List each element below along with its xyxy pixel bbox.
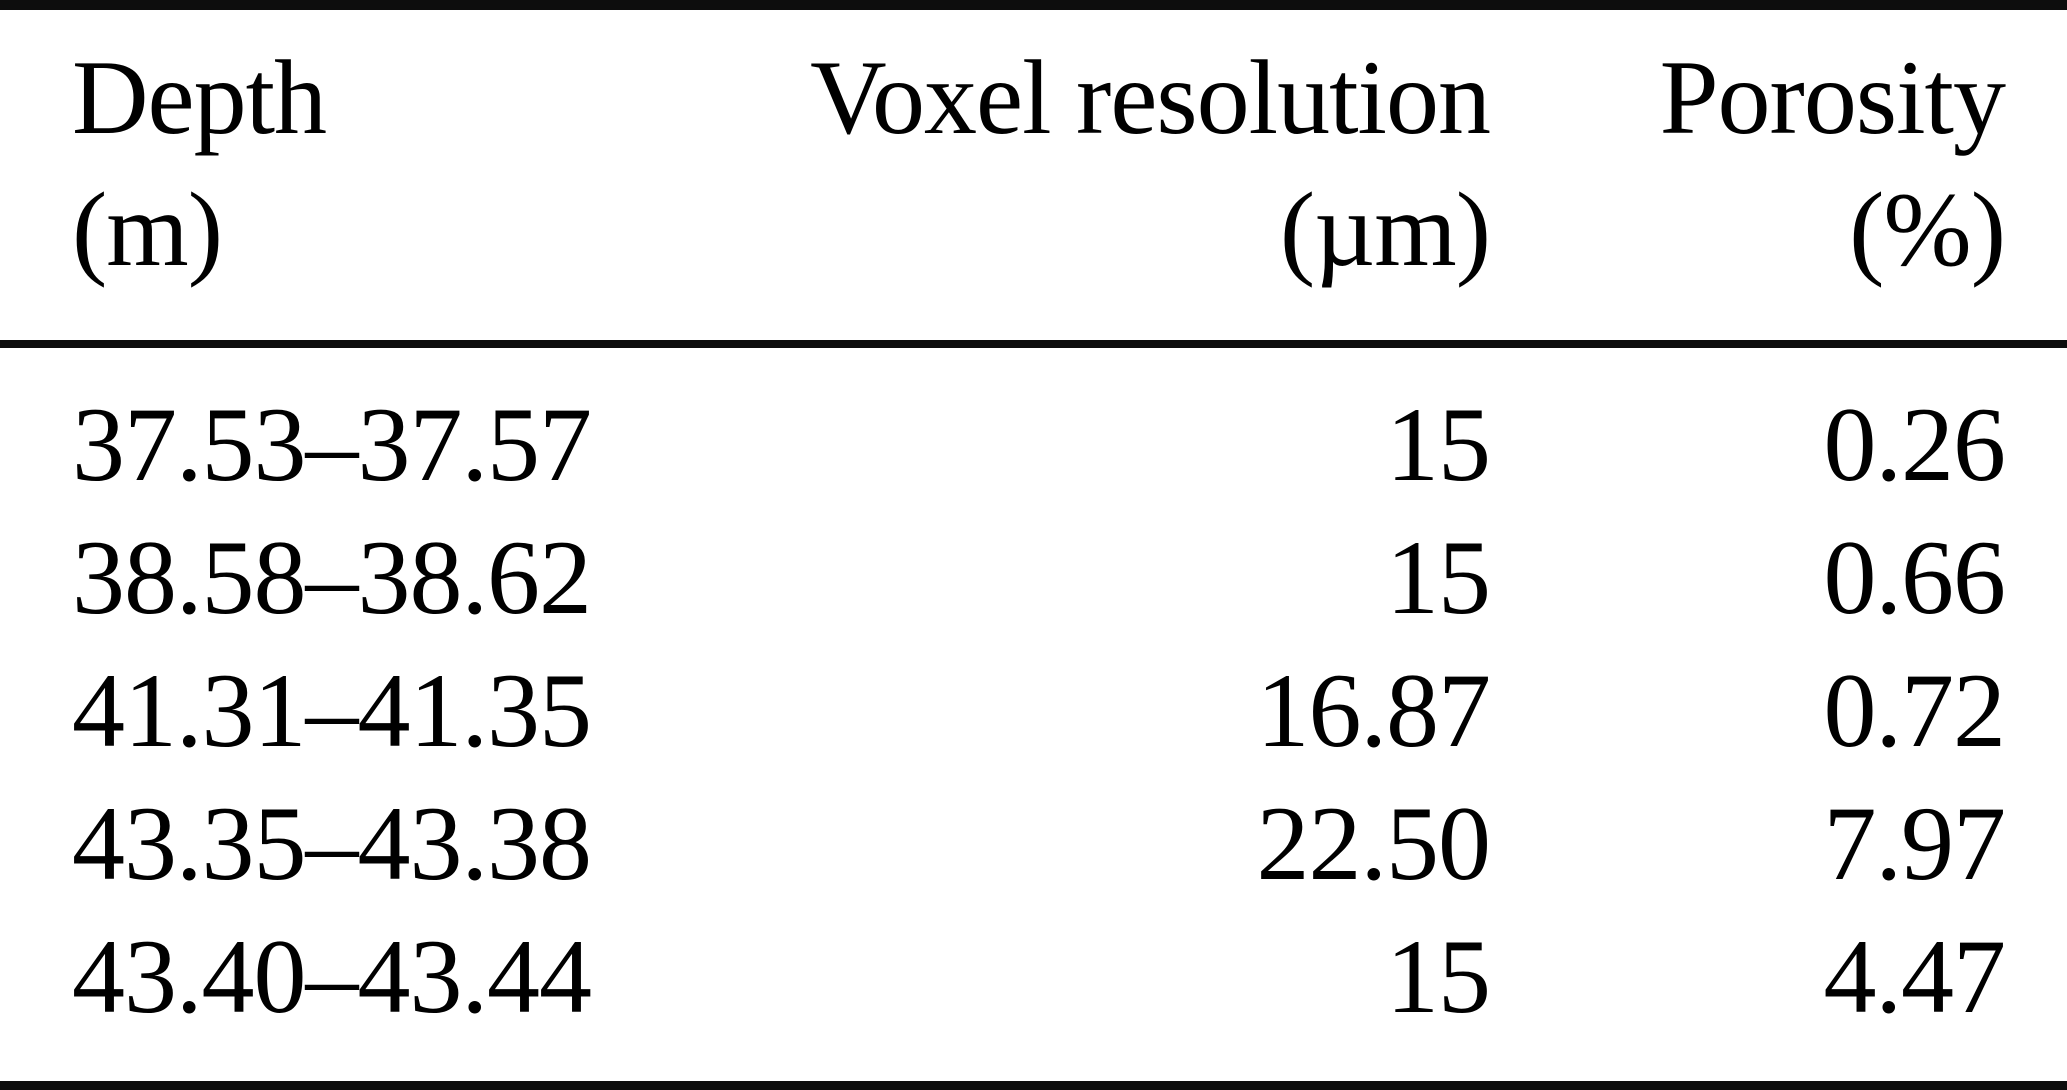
table-row: 43.35–43.38 22.50 7.97 <box>0 777 2067 910</box>
header-porosity-label: Porosity <box>1659 39 2006 156</box>
header-cell-voxel-resolution: Voxel resolution (µm) <box>700 5 1491 344</box>
header-depth-label: Depth <box>72 39 327 156</box>
cell-voxel-resolution: 16.87 <box>1256 652 1492 769</box>
cell-depth: 43.35–43.38 <box>72 785 592 902</box>
header-voxel-resolution-unit: (µm) <box>1279 171 1491 288</box>
header-cell-depth: Depth (m) <box>0 5 700 344</box>
cell-voxel-resolution: 15 <box>1386 519 1491 636</box>
cell-depth: 41.31–41.35 <box>72 652 592 769</box>
cell-depth: 38.58–38.62 <box>72 519 592 636</box>
cell-voxel-resolution: 15 <box>1386 386 1491 503</box>
table-row: 38.58–38.62 15 0.66 <box>0 511 2067 644</box>
table-row: 37.53–37.57 15 0.26 <box>0 344 2067 511</box>
table-row: 41.31–41.35 16.87 0.72 <box>0 644 2067 777</box>
cell-voxel-resolution: 22.50 <box>1256 785 1492 902</box>
header-porosity-unit: (%) <box>1849 171 2006 288</box>
table-header: Depth (m) Voxel resolution (µm) Porosity… <box>0 5 2067 344</box>
cell-porosity: 0.66 <box>1823 519 2007 636</box>
cell-porosity: 7.97 <box>1823 785 2007 902</box>
cell-porosity: 0.26 <box>1823 386 2007 503</box>
cell-porosity: 0.72 <box>1823 652 2007 769</box>
table-body: 37.53–37.57 15 0.26 38.58–38.62 15 0.66 … <box>0 344 2067 1086</box>
header-depth-unit: (m) <box>72 171 223 288</box>
header-row: Depth (m) Voxel resolution (µm) Porosity… <box>0 5 2067 344</box>
cell-depth: 43.40–43.44 <box>72 918 592 1035</box>
table-row: 43.40–43.44 15 4.47 <box>0 910 2067 1086</box>
cell-depth: 37.53–37.57 <box>72 386 592 503</box>
cell-voxel-resolution: 15 <box>1386 918 1491 1035</box>
header-cell-porosity: Porosity (%) <box>1490 5 2067 344</box>
header-voxel-resolution-label: Voxel resolution <box>810 39 1491 156</box>
cell-porosity: 4.47 <box>1823 918 2007 1035</box>
